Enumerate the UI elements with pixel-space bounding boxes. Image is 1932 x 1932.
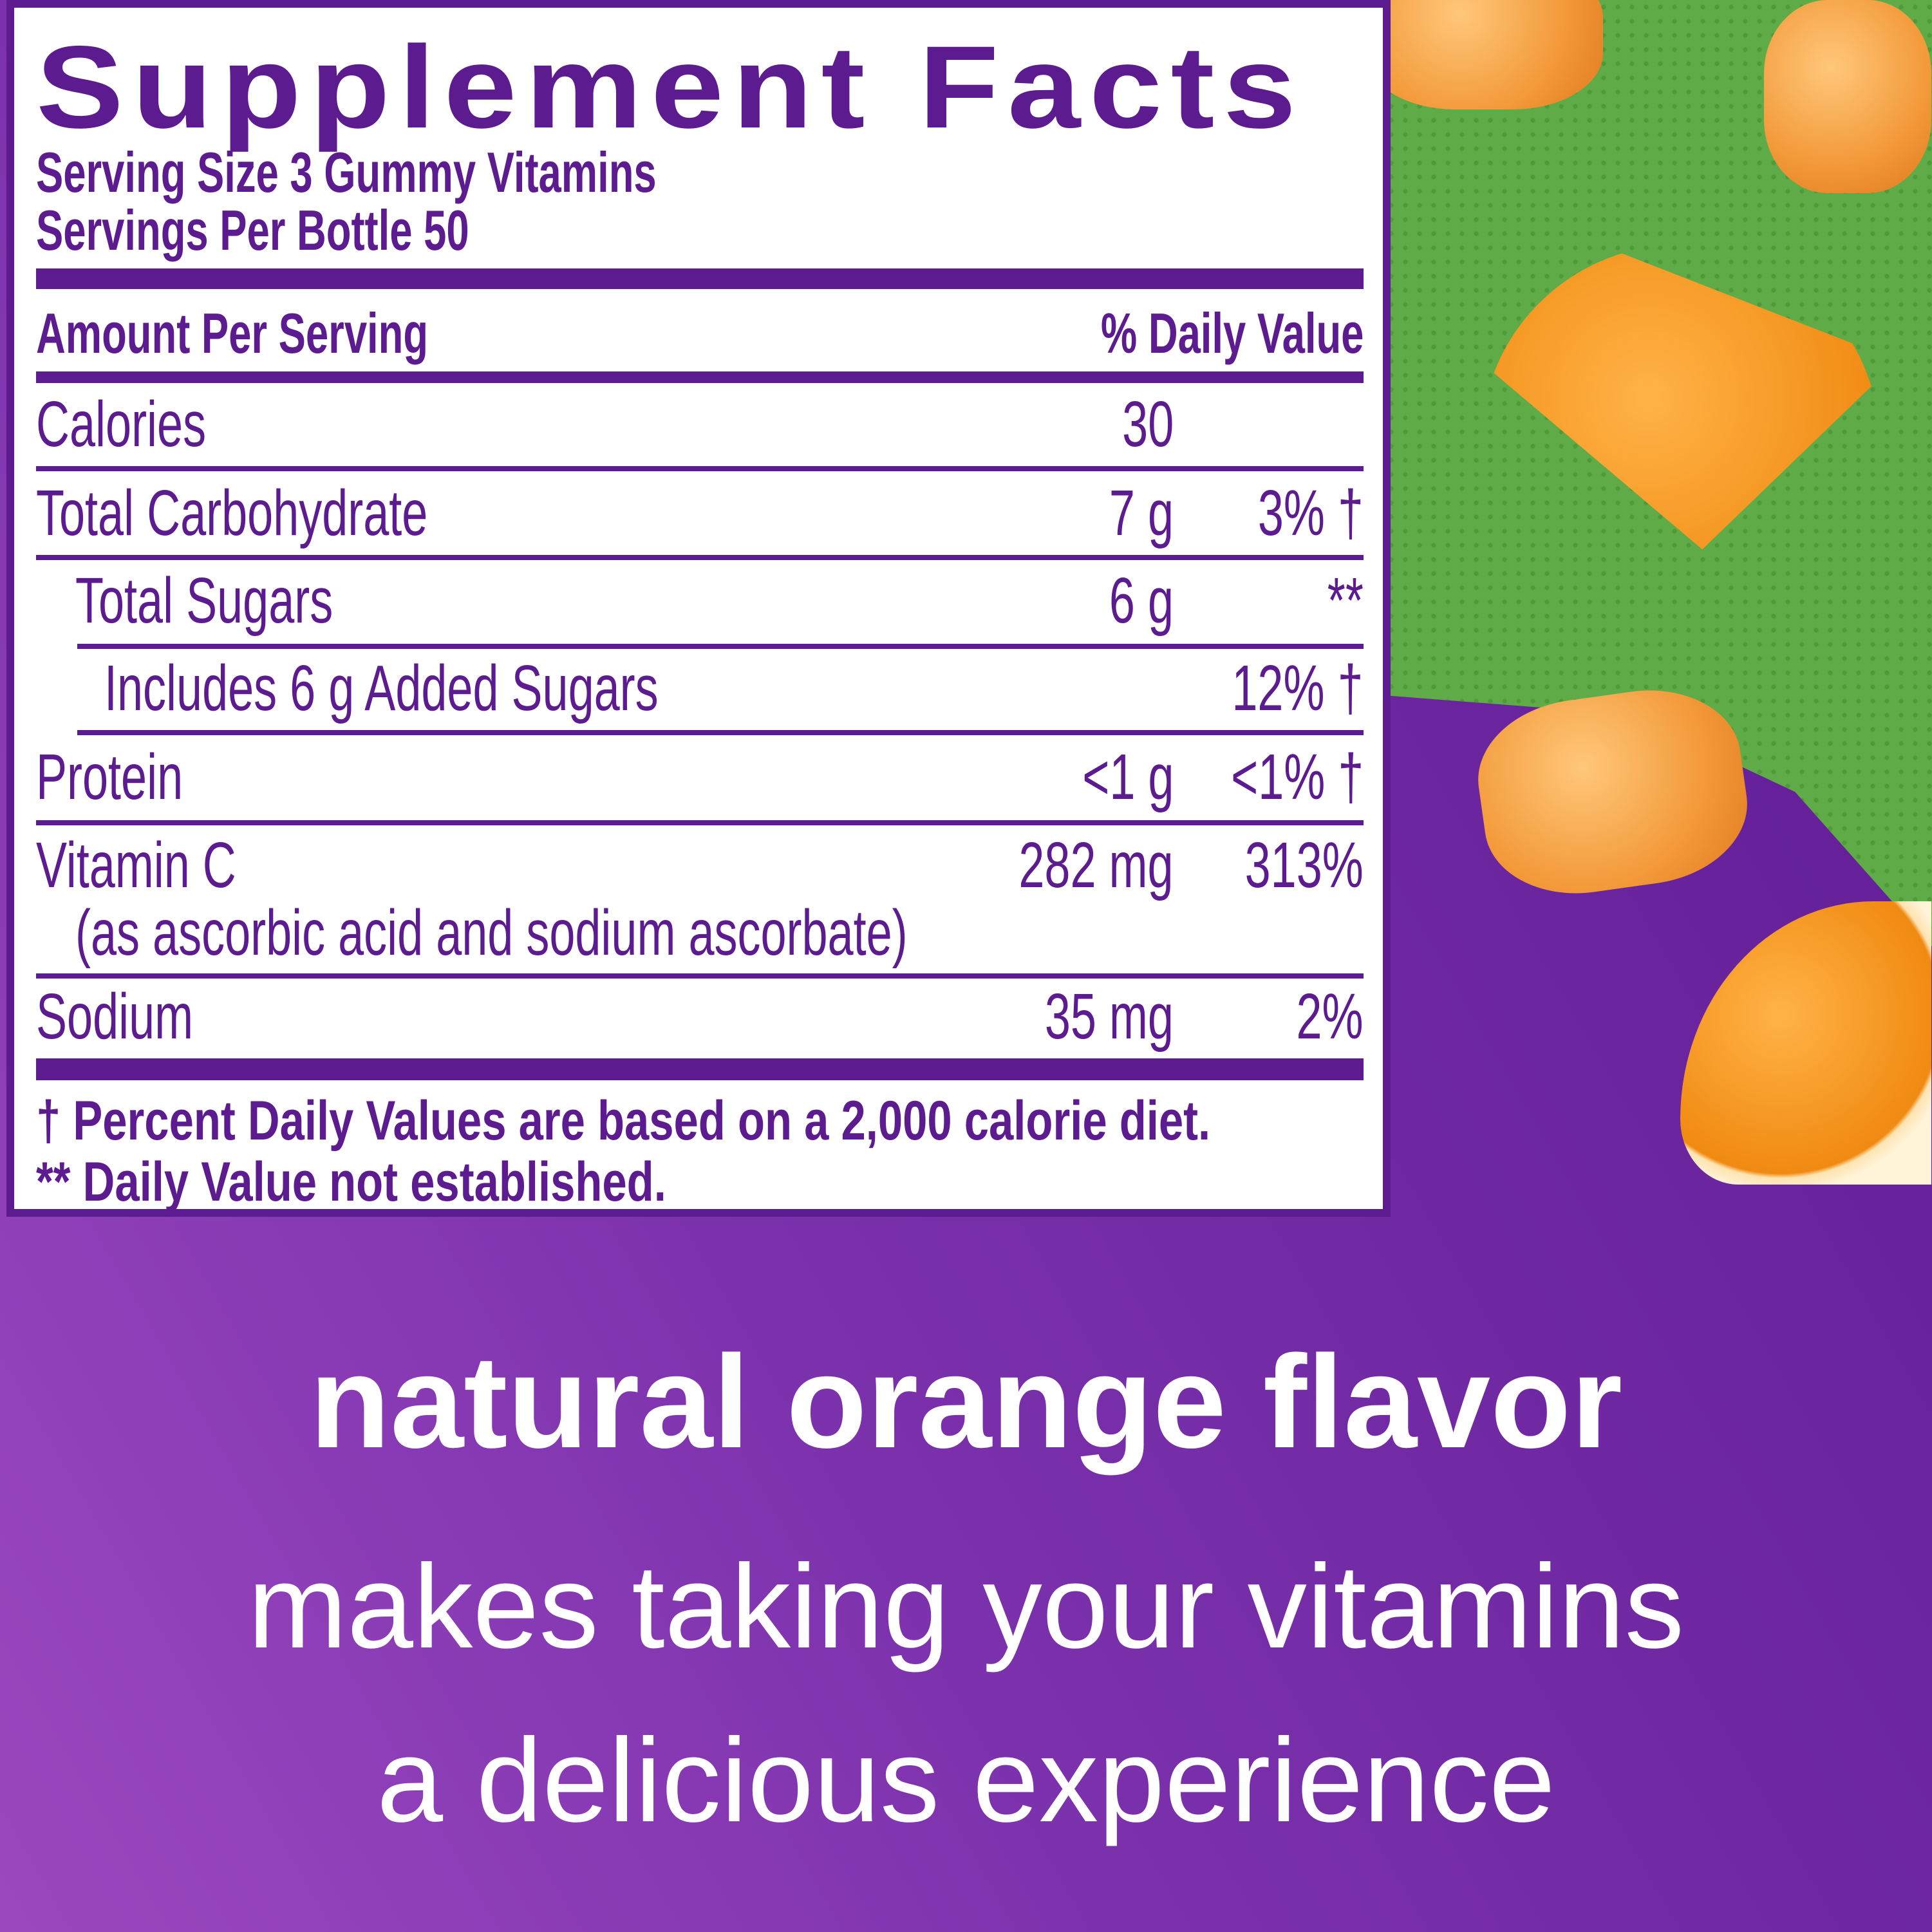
gummy-image <box>1764 0 1931 193</box>
nutrient-name: Vitamin C <box>36 829 236 901</box>
footnote-not-established: ** Daily Value not established. <box>36 1151 666 1213</box>
orange-slice-image <box>1680 901 1931 1185</box>
label-title: Supplement Facts <box>36 21 1305 153</box>
nutrient-name: Total Carbohydrate <box>36 477 428 549</box>
nutrient-name: Sodium <box>36 980 194 1053</box>
gummy-image <box>1468 677 1757 906</box>
nutrient-dv: 3% † <box>1257 477 1364 549</box>
tagline-line3: a delicious experience <box>377 1714 1555 1847</box>
divider <box>36 466 1364 471</box>
supplement-facts-panel: Supplement Facts Serving Size 3 Gummy Vi… <box>6 0 1391 1217</box>
nutrient-amount: 282 mg <box>1018 829 1174 901</box>
divider <box>36 555 1364 560</box>
nutrient-dv: 12% † <box>1232 652 1364 724</box>
nutrient-amount: 6 g <box>1109 565 1174 637</box>
divider <box>77 644 1364 649</box>
tagline-headline: natural orange flavor <box>309 1328 1623 1476</box>
divider <box>36 820 1364 825</box>
amount-per-serving-header: Amount Per Serving <box>36 301 429 365</box>
nutrient-dv: 2% <box>1296 980 1364 1053</box>
nutrient-name: Calories <box>36 388 207 460</box>
nutrient-name: Protein <box>36 741 183 813</box>
nutrient-amount: 35 mg <box>1044 980 1174 1053</box>
serving-size: Serving Size 3 Gummy Vitamins <box>36 140 657 204</box>
nutrient-amount: <1 g <box>1082 741 1174 813</box>
nutrient-dv: ** <box>1327 565 1364 637</box>
nutrient-amount: 7 g <box>1109 477 1174 549</box>
divider <box>36 371 1364 383</box>
divider <box>36 973 1364 979</box>
divider <box>77 730 1364 735</box>
nutrient-name: Total Sugars <box>75 565 333 637</box>
nutrient-name: Includes 6 g Added Sugars <box>104 652 659 724</box>
nutrient-amount: 30 <box>1121 388 1174 460</box>
servings-per-bottle: Servings Per Bottle 50 <box>36 198 469 262</box>
divider <box>36 268 1364 289</box>
footnote-daily-values: † Percent Daily Values are based on a 2,… <box>36 1090 1211 1152</box>
divider <box>36 1058 1364 1080</box>
nutrient-dv: <1% † <box>1230 741 1364 813</box>
gummy-image <box>1365 0 1603 109</box>
nutrient-dv: 313% <box>1244 829 1364 901</box>
daily-value-header: % Daily Value <box>1100 301 1364 365</box>
tagline-line2: makes taking your vitamins <box>247 1541 1685 1673</box>
nutrient-subtext: (as ascorbic acid and sodium ascorbate) <box>75 897 908 969</box>
